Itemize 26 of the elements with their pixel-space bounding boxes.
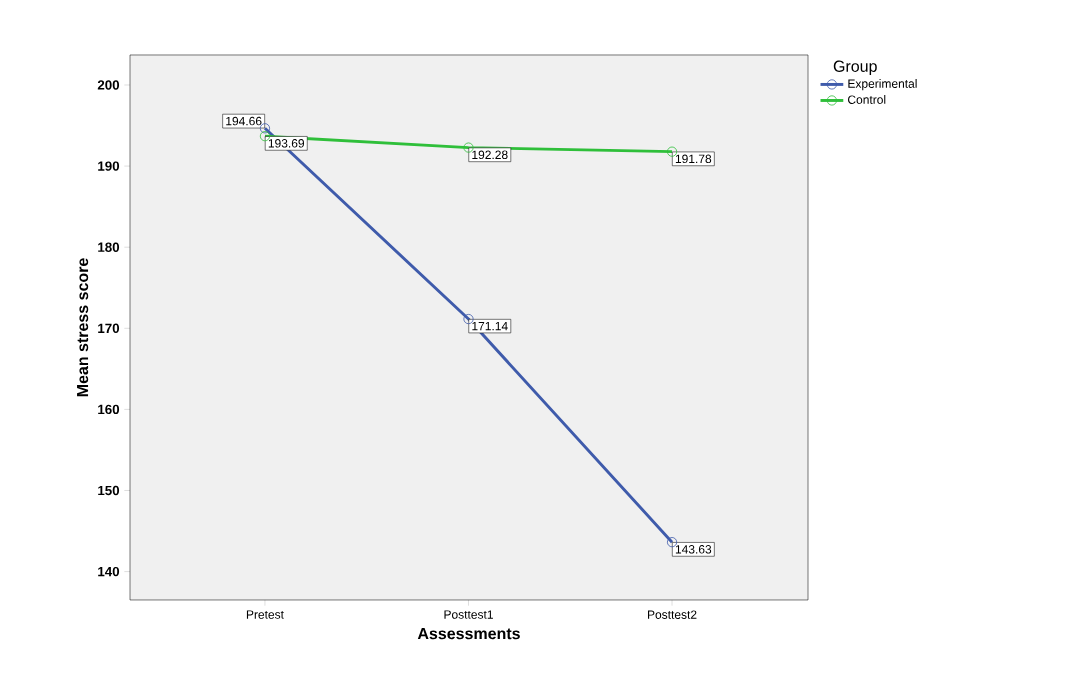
data-label: 191.78 [675,154,712,164]
data-label: 192.28 [472,150,508,160]
x-axis-title: Assessments [417,628,520,640]
y-tick-label: 140 [98,566,120,577]
y-axis-title: Mean stress score [77,258,89,397]
x-tick-label: Pretest [246,610,284,619]
x-tick-label: Posttest2 [648,610,697,619]
legend-label: Experimental [848,79,917,91]
y-tick-label: 180 [98,242,120,252]
data-label: 143.63 [675,545,712,554]
point [259,131,271,142]
data-label: 171.14 [472,321,508,331]
point [463,142,474,153]
data-label: 194.66 [226,116,262,126]
y-tick-label: 190 [98,161,120,171]
y-tick-label: 150 [98,485,120,496]
legend-label: Control [848,95,886,104]
data-label: 193.69 [268,139,305,148]
y-tick-label: 170 [98,323,120,334]
point [463,313,474,325]
point [666,537,678,548]
y-tick-label: 160 [98,404,120,415]
x-tick-label: Posttest1 [444,610,493,619]
legend-title: Group [833,60,877,76]
y-tick-label: 200 [97,80,120,90]
point [666,146,678,157]
